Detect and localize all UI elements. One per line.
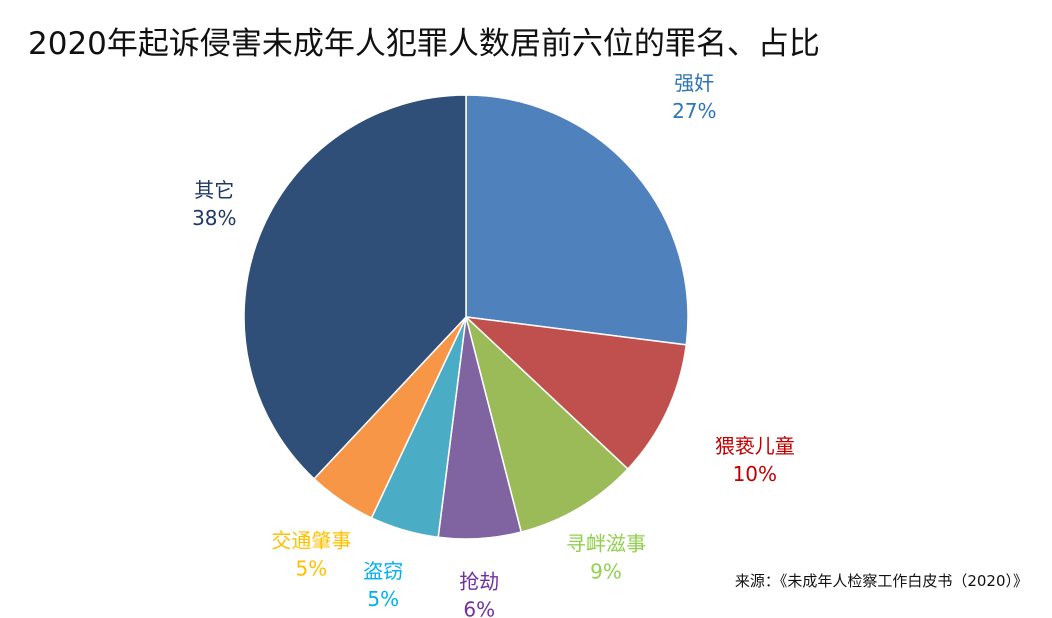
slice-value-6: 38% — [192, 206, 236, 230]
slice-value-1: 10% — [733, 462, 777, 486]
slice-value-0: 27% — [672, 99, 716, 123]
slice-label-1: 猥亵儿童 — [715, 434, 795, 458]
chart-title: 2020年起诉侵害未成年人犯罪人数居前六位的罪名、占比 — [28, 26, 820, 62]
pie-slice-6 — [243, 94, 467, 480]
slice-label-2: 寻衅滋事 — [566, 532, 646, 556]
slice-label-0: 强奸 — [674, 71, 714, 95]
slice-label-3: 抢劫 — [459, 570, 499, 594]
pie-slice-0 — [465, 94, 689, 346]
slice-label-4: 盗窃 — [363, 559, 403, 583]
pie-slice-2 — [464, 314, 629, 533]
source-note: 来源：《未成年人检察工作白皮书（2020）》 — [734, 572, 1028, 590]
slice-value-4: 5% — [367, 587, 399, 611]
slice-value-2: 9% — [590, 560, 622, 584]
slice-label-6: 其它 — [194, 178, 234, 202]
pie-labels: 强奸 27% 猥亵儿童 10% 寻衅滋事 9% 抢劫 6% 盗窃 5% 交通肇事 5% 其它 38% — [192, 71, 795, 618]
slice-value-3: 6% — [463, 598, 495, 618]
pie-slices — [243, 94, 689, 540]
slice-label-5: 交通肇事 — [271, 528, 351, 552]
pie-slice-1 — [463, 315, 688, 471]
slice-value-5: 5% — [296, 556, 328, 580]
